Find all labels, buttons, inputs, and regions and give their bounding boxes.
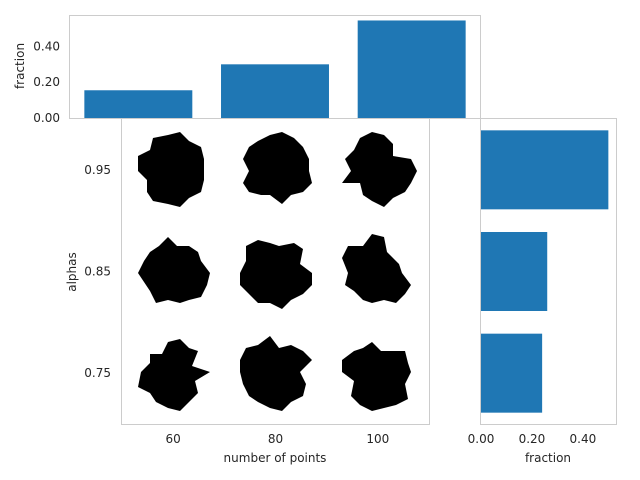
right-bar-0.75 xyxy=(481,333,543,413)
main-x-tick-label: 100 xyxy=(366,432,389,446)
shape-cell-0.85-60 xyxy=(138,237,210,303)
right-bar-0.95 xyxy=(481,130,609,210)
main-x-axis-label: number of points xyxy=(224,451,327,465)
top-y-tick-label: 0.40 xyxy=(33,39,60,53)
shape-cell-0.85-100 xyxy=(342,234,411,303)
top-bar-100 xyxy=(357,20,466,118)
right-bar-0.85 xyxy=(481,232,548,311)
shape-cell-0.75-100 xyxy=(342,342,411,411)
right-x-tick-label: 0.20 xyxy=(519,432,546,446)
right-x-tick-label: 0.00 xyxy=(468,432,495,446)
top-bar-60 xyxy=(84,90,193,118)
main-y-tick-label: 0.95 xyxy=(84,163,111,177)
main-grid-frame xyxy=(121,118,430,425)
top-marginal-panel: 0.00 0.20 0.40 fraction xyxy=(13,15,481,125)
right-x-tick-label: 0.40 xyxy=(570,432,597,446)
right-marginal-frame xyxy=(480,118,617,425)
main-y-tick-label: 0.75 xyxy=(84,366,111,380)
top-y-tick-label: 0.20 xyxy=(33,75,60,89)
shape-cell-0.85-80 xyxy=(240,240,312,309)
main-x-tick-label: 60 xyxy=(166,432,181,446)
shape-cell-0.75-80 xyxy=(240,336,312,411)
right-x-axis-label: fraction xyxy=(525,451,571,465)
main-y-tick-label: 0.85 xyxy=(84,265,111,279)
shape-cell-0.75-60 xyxy=(138,339,210,411)
main-y-axis-label: alphas xyxy=(65,252,79,292)
right-marginal-panel: 0.00 0.20 0.40 fraction xyxy=(468,118,617,465)
top-bar-80 xyxy=(221,64,329,118)
shape-cell-0.95-100 xyxy=(342,132,417,207)
main-x-tick-label: 80 xyxy=(268,432,283,446)
shape-cell-0.95-80 xyxy=(243,132,312,204)
shape-cell-0.95-60 xyxy=(138,132,204,207)
top-y-tick-label: 0.00 xyxy=(33,111,60,125)
top-y-axis-label: fraction xyxy=(13,43,27,89)
main-grid-panel: 60 80 100 0.95 0.85 0.75 number of points al… xyxy=(65,118,430,465)
